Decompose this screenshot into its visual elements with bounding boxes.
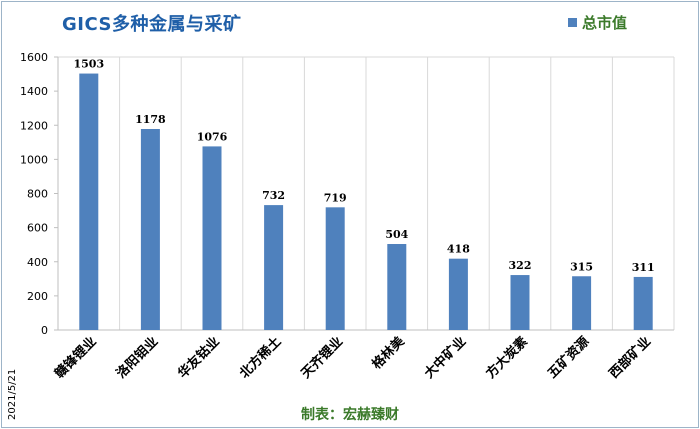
category-label: 赣锋锂业 [52,334,100,382]
data-label: 732 [262,189,285,202]
date-stamp: 2021/5/21 [7,369,18,420]
data-label: 1178 [135,113,166,126]
bar [202,146,222,330]
data-label: 719 [324,191,347,204]
chart-title: GICS多种金属与采矿 [62,14,242,35]
chart-credit: 制表：宏赫臻财 [301,407,399,423]
category-label: 西部矿业 [606,334,654,382]
y-tick-label: 1000 [20,153,48,166]
grid-layer [57,56,675,330]
category-label: 北方稀土 [236,334,284,382]
axis-layer: 0 200 400 600 800 1000 1200 1400 1600 [20,51,674,337]
bar [79,73,99,330]
y-tick-label: 400 [27,256,48,269]
bar [325,207,345,330]
bar [140,129,160,330]
data-label: 311 [632,261,655,274]
data-label: 418 [447,243,470,256]
y-tick-label: 600 [27,222,48,235]
bar [448,258,468,330]
category-label: 格林美 [369,333,409,373]
data-label: 322 [509,259,532,272]
legend-swatch [568,18,577,27]
y-tick-label: 800 [27,188,48,201]
category-label: 五矿资源 [544,334,592,382]
bar [510,275,530,330]
data-label: 315 [570,260,593,273]
y-tick-label: 0 [41,324,48,337]
bar [633,276,653,330]
chart-legend: 总市值 [568,12,627,33]
date-text: 2021/5/21 [7,369,18,420]
legend-label: 总市值 [582,14,628,32]
category-label: 洛阳钼业 [113,334,161,382]
y-tick-label: 1200 [20,119,48,132]
data-label: 1076 [197,130,228,143]
y-tick-label: 1400 [20,85,48,98]
bar [572,276,592,330]
y-tick-label: 200 [27,290,48,303]
y-tick-label: 1600 [20,51,48,64]
category-label: 方大炭素 [483,334,531,382]
data-label: 1503 [73,58,104,71]
data-label: 504 [385,228,408,241]
category-label: 华友钴业 [175,334,223,382]
bar [387,244,407,330]
category-label: 天齐锂业 [298,334,346,382]
bar-layer [79,73,653,330]
category-label: 大中矿业 [421,334,469,382]
bar [264,205,284,330]
